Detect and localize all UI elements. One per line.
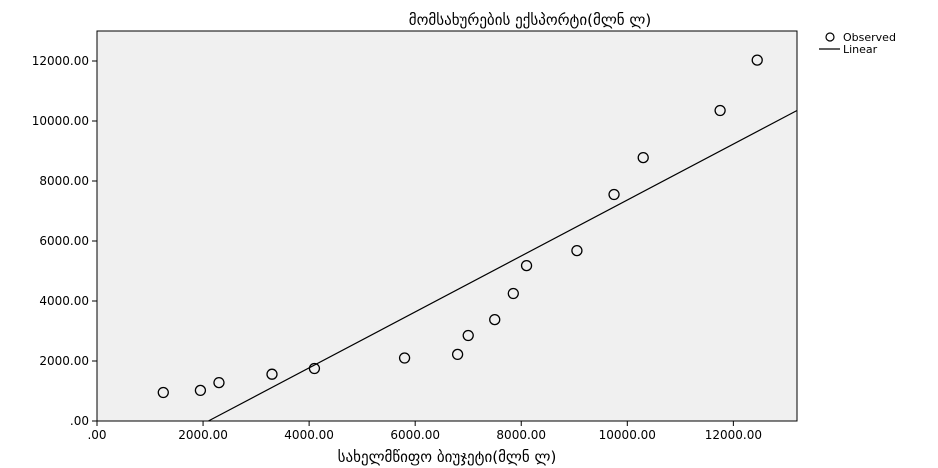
observed-point (462, 329, 474, 342)
y-tick-label: 2000.00 (39, 354, 89, 368)
observed-point (266, 368, 278, 380)
y-tick-label: 4000.00 (39, 294, 89, 308)
observed-point (520, 259, 533, 272)
observed-point (489, 313, 501, 326)
x-tick-label: 8000.00 (496, 428, 546, 442)
observed-points-layer (157, 54, 763, 399)
observed-point (157, 386, 169, 399)
y-tick-label: 10000.00 (32, 114, 89, 128)
observed-point (194, 384, 207, 397)
observed-point (308, 362, 321, 375)
legend-linear-label: Linear (843, 43, 878, 56)
y-tick-label: 8000.00 (39, 174, 89, 188)
legend-observed-label: Observed (843, 31, 896, 44)
x-tick-label: 10000.00 (599, 428, 656, 442)
x-tick-label: 6000.00 (390, 428, 440, 442)
observed-point (714, 104, 726, 117)
axis-ticks: .00 2000.00 4000.00 6000.00 8000.00 10000.00 1… (32, 54, 762, 442)
observed-point (213, 376, 225, 389)
observed-point (451, 348, 464, 361)
y-tick-label: 12000.00 (32, 54, 89, 68)
y-tick-label: .00 (70, 414, 89, 428)
observed-point (637, 151, 649, 164)
observed-point (507, 287, 519, 300)
plot-area (96, 30, 798, 422)
observed-point (608, 188, 620, 201)
observed-point (751, 54, 763, 66)
legend: Observed Linear (819, 31, 896, 56)
x-tick-label: .00 (87, 428, 106, 442)
fit-line-layer (208, 109, 798, 422)
x-axis-title: სახელმწიფო ბიუჯეტი(მლნ ლ) (338, 448, 557, 466)
x-tick-label: 2000.00 (178, 428, 228, 442)
legend-observed-marker (825, 32, 835, 42)
observed-point (571, 244, 583, 257)
x-tick-label: 4000.00 (284, 428, 334, 442)
observed-point (398, 352, 411, 364)
chart-title: მომსახურების ექსპორტი(მლნ ლ) (409, 11, 651, 29)
y-tick-label: 6000.00 (39, 234, 89, 248)
linear-fit-line (208, 109, 798, 422)
x-tick-label: 12000.00 (705, 428, 762, 442)
